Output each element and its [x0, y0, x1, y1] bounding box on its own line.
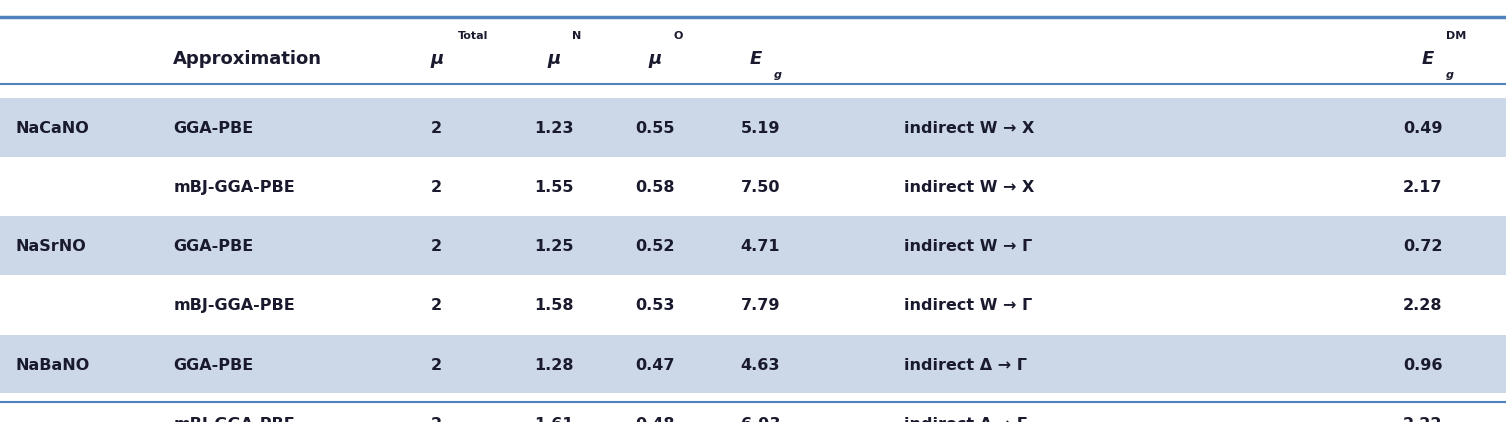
Text: 2: 2: [431, 121, 443, 136]
Text: 0.52: 0.52: [636, 239, 675, 254]
Text: NaCaNO: NaCaNO: [15, 121, 89, 136]
Text: 1.58: 1.58: [535, 298, 574, 314]
Text: 2.28: 2.28: [1404, 298, 1443, 314]
Text: 0.72: 0.72: [1404, 239, 1443, 254]
Text: indirect W → Γ: indirect W → Γ: [904, 239, 1032, 254]
Text: 6.93: 6.93: [741, 417, 780, 422]
Text: 2: 2: [431, 357, 443, 373]
Text: 0.55: 0.55: [636, 121, 675, 136]
Text: 5.19: 5.19: [741, 121, 780, 136]
Text: 7.79: 7.79: [741, 298, 780, 314]
Text: indirect W → X: indirect W → X: [904, 121, 1035, 136]
Text: mBJ-GGA-PBE: mBJ-GGA-PBE: [173, 417, 295, 422]
Text: 2: 2: [431, 180, 443, 195]
Text: 0.48: 0.48: [636, 417, 675, 422]
Text: 1.61: 1.61: [535, 417, 574, 422]
Text: indirect Δ → Γ: indirect Δ → Γ: [904, 417, 1027, 422]
FancyBboxPatch shape: [0, 216, 1506, 275]
Text: g: g: [1446, 70, 1453, 80]
Text: 1.28: 1.28: [535, 357, 574, 373]
Text: 4.63: 4.63: [741, 357, 780, 373]
Text: 7.50: 7.50: [741, 180, 780, 195]
Text: 1.55: 1.55: [535, 180, 574, 195]
Text: 0.47: 0.47: [636, 357, 675, 373]
Text: mBJ-GGA-PBE: mBJ-GGA-PBE: [173, 298, 295, 314]
Text: Approximation: Approximation: [173, 50, 322, 68]
Text: O: O: [673, 31, 682, 41]
Text: 0.53: 0.53: [636, 298, 675, 314]
Text: DM: DM: [1446, 31, 1465, 41]
Text: 0.49: 0.49: [1404, 121, 1443, 136]
Text: g: g: [774, 70, 782, 80]
FancyBboxPatch shape: [0, 98, 1506, 157]
Text: μ: μ: [649, 50, 661, 68]
Text: indirect W → X: indirect W → X: [904, 180, 1035, 195]
Text: 2.22: 2.22: [1404, 417, 1443, 422]
Text: indirect W → Γ: indirect W → Γ: [904, 298, 1032, 314]
Text: 1.25: 1.25: [535, 239, 574, 254]
Text: Total: Total: [458, 31, 488, 41]
Text: 1.23: 1.23: [535, 121, 574, 136]
Text: NaBaNO: NaBaNO: [15, 357, 89, 373]
FancyBboxPatch shape: [0, 335, 1506, 393]
Text: 0.96: 0.96: [1404, 357, 1443, 373]
Text: GGA-PBE: GGA-PBE: [173, 357, 253, 373]
Text: indirect Δ → Γ: indirect Δ → Γ: [904, 357, 1027, 373]
Text: GGA-PBE: GGA-PBE: [173, 121, 253, 136]
Text: 0.58: 0.58: [636, 180, 675, 195]
Text: N: N: [572, 31, 581, 41]
Text: 2.17: 2.17: [1404, 180, 1443, 195]
Text: NaSrNO: NaSrNO: [15, 239, 86, 254]
Text: E: E: [750, 50, 762, 68]
Text: E: E: [1422, 50, 1434, 68]
Text: μ: μ: [548, 50, 560, 68]
Text: 2: 2: [431, 239, 443, 254]
Text: 2: 2: [431, 298, 443, 314]
Text: GGA-PBE: GGA-PBE: [173, 239, 253, 254]
Text: μ: μ: [431, 50, 443, 68]
Text: mBJ-GGA-PBE: mBJ-GGA-PBE: [173, 180, 295, 195]
Text: 2: 2: [431, 417, 443, 422]
Text: 4.71: 4.71: [741, 239, 780, 254]
